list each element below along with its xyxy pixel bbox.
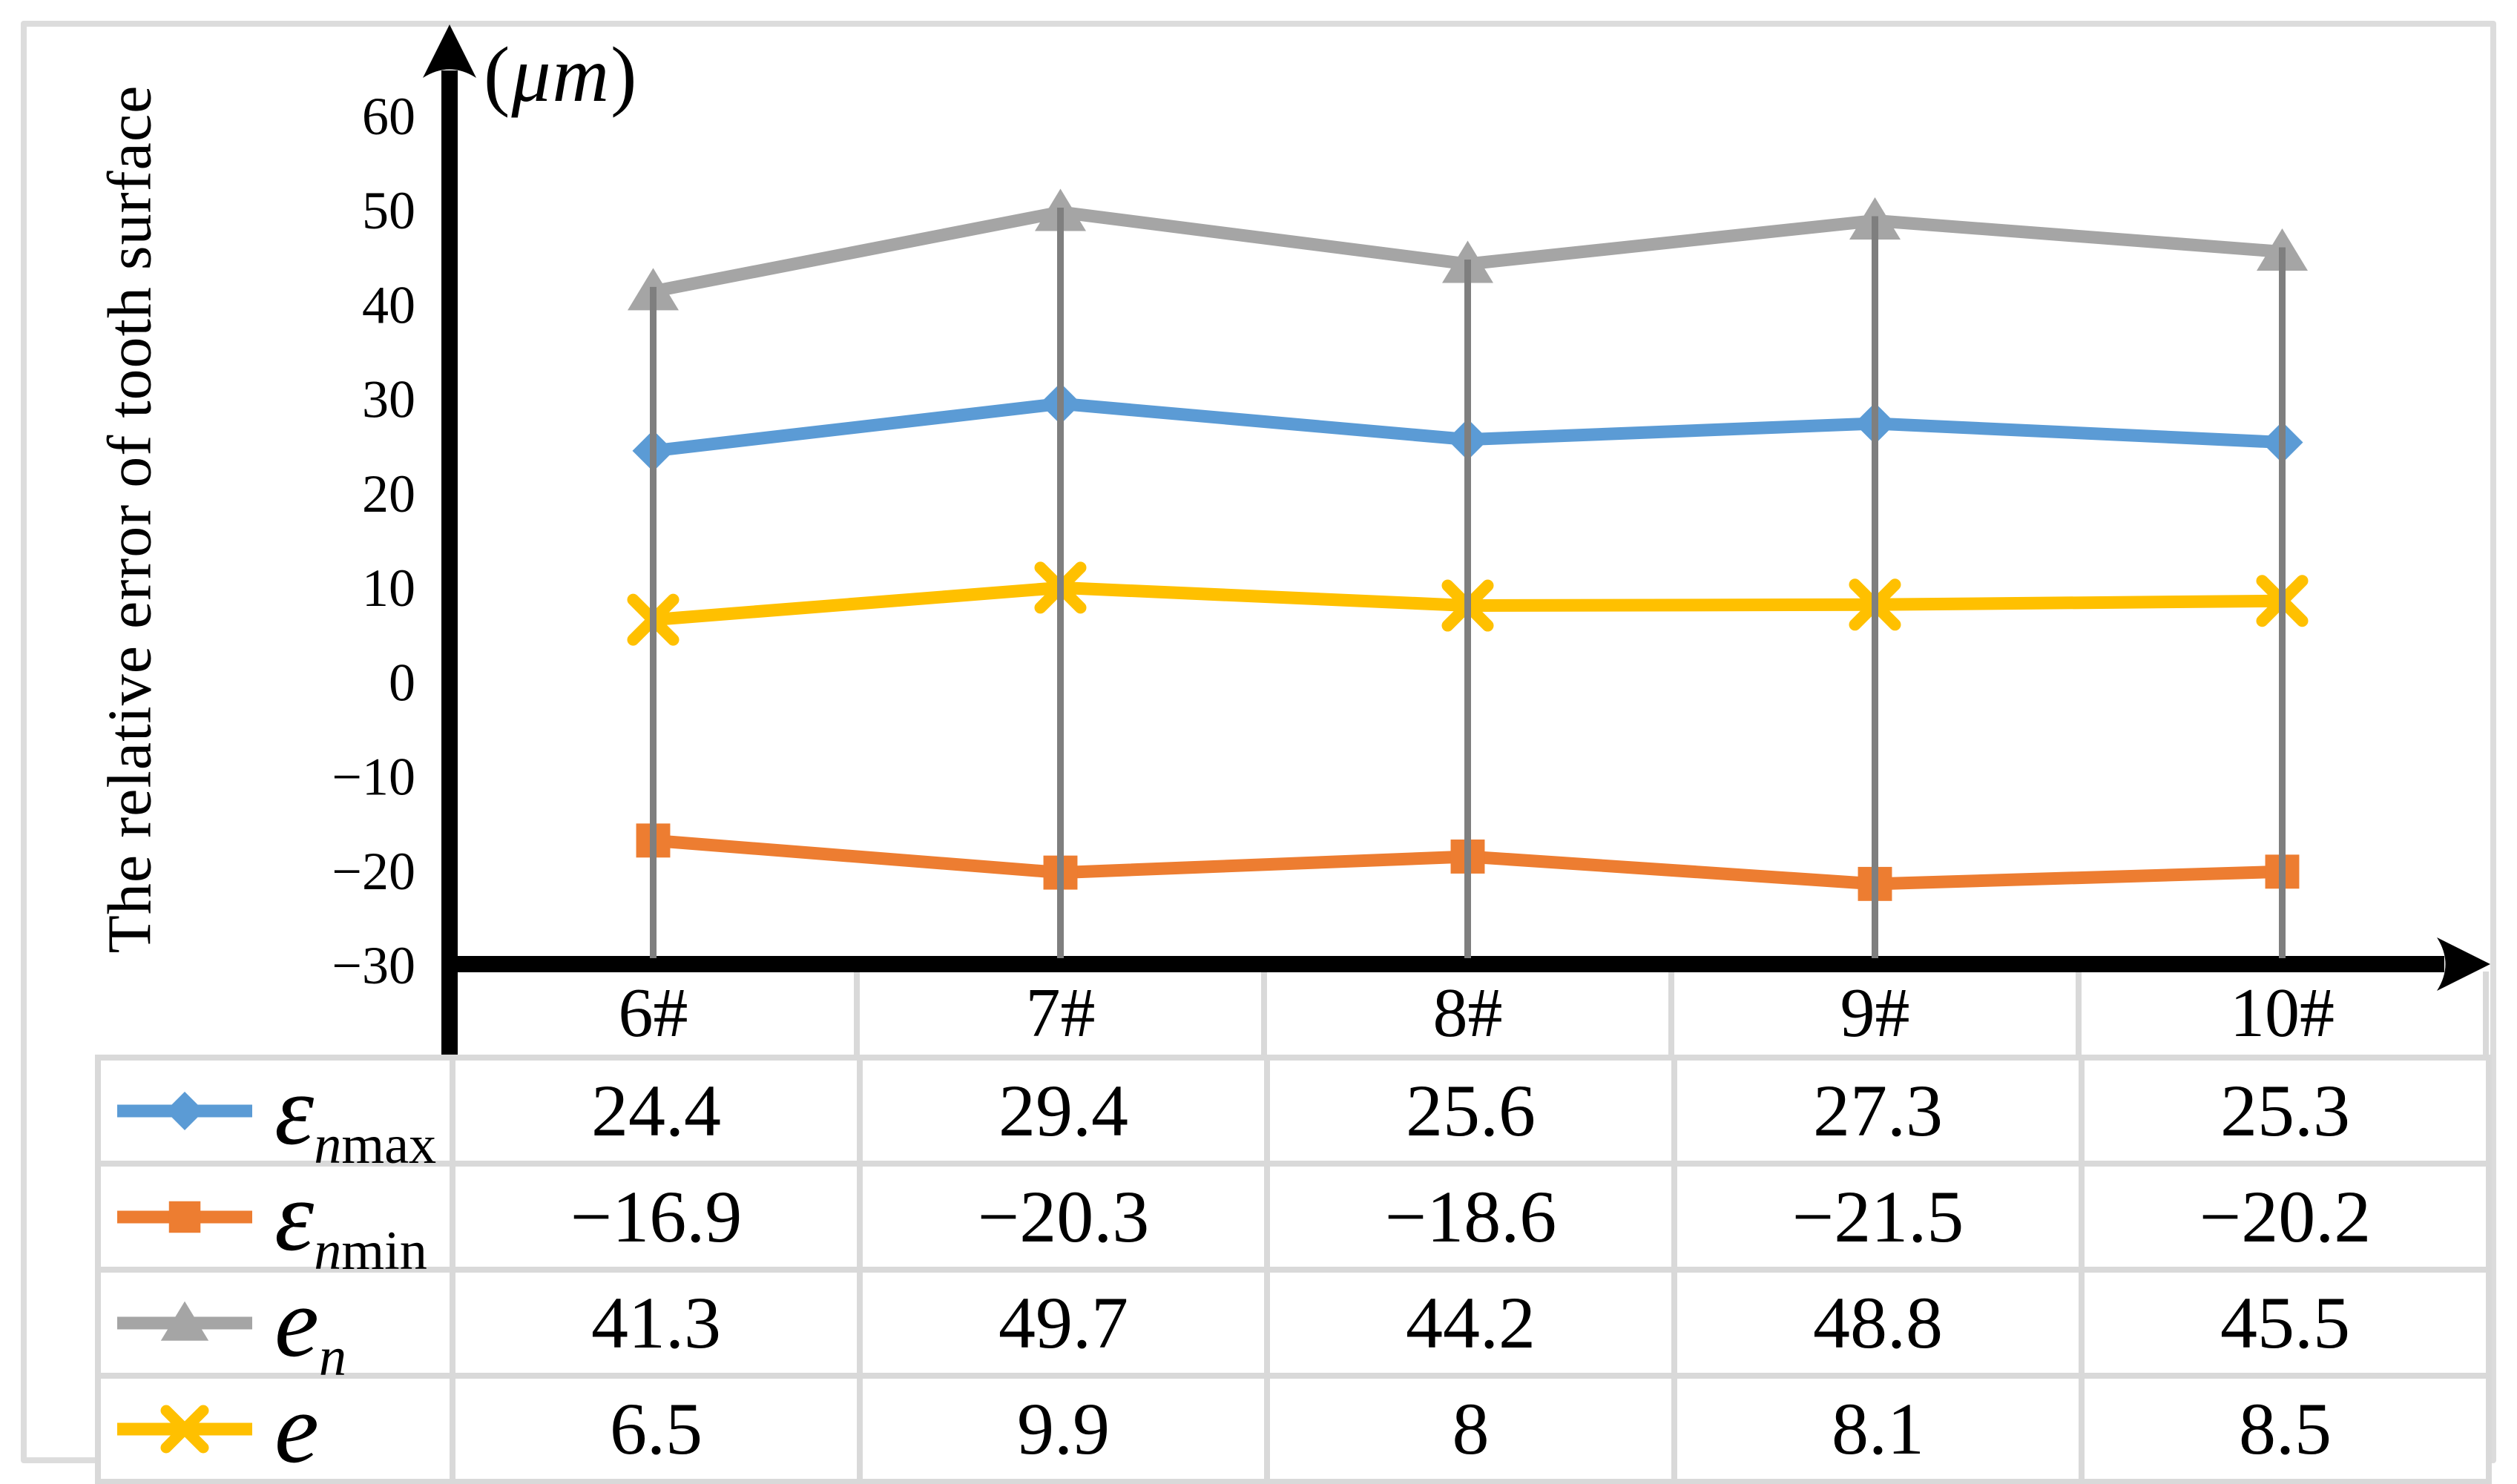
legend-label-base: ε xyxy=(274,1161,315,1272)
y-tick-label: −10 xyxy=(332,748,415,807)
legend-cell-e-n: en xyxy=(95,1267,455,1385)
value-cell: −16.9 xyxy=(450,1161,863,1273)
value-cell: 49.7 xyxy=(857,1267,1270,1379)
x-category-label: 7# xyxy=(1026,975,1096,1052)
x-category-label: 10# xyxy=(2230,975,2335,1052)
legend-label-base: e xyxy=(274,1373,319,1484)
legend-swatch-diamond-icon xyxy=(117,1091,252,1130)
legend-label-sub-italic: n xyxy=(318,1326,347,1388)
value-cell: 8 xyxy=(1264,1373,1677,1484)
triangle-marker xyxy=(160,1301,209,1341)
unit-close-paren: ) xyxy=(611,31,639,118)
table-row-epsilon-n-max: εnmax 24.4 29.4 25.6 27.3 25.3 xyxy=(95,1055,2492,1173)
value-cell: 44.2 xyxy=(1264,1267,1677,1379)
y-tick-label: 0 xyxy=(389,653,415,712)
table-row-e: e 6.5 9.9 8 8.1 8.5 xyxy=(95,1373,2492,1484)
legend-label-base: e xyxy=(274,1267,319,1378)
legend-cell-e: e xyxy=(95,1373,455,1484)
y-tick-label: 30 xyxy=(362,370,415,429)
value-cell: −21.5 xyxy=(1671,1161,2085,1273)
value-cell: 8.5 xyxy=(2079,1373,2492,1484)
unit-micrometer-text: μm xyxy=(511,31,611,118)
legend-label-epsilon-n-max: εnmax xyxy=(274,1061,436,1173)
legend-swatch-triangle-icon xyxy=(117,1301,252,1341)
legend-cell-epsilon-n-max: εnmax xyxy=(95,1055,455,1173)
diamond-marker xyxy=(165,1091,204,1130)
table-row-e-n: en 41.3 49.7 44.2 48.8 45.5 xyxy=(95,1267,2492,1385)
y-axis-unit-label: (μm) xyxy=(484,30,638,120)
value-cell: 41.3 xyxy=(450,1267,863,1379)
value-cell: 45.5 xyxy=(2079,1267,2492,1379)
value-cell: 48.8 xyxy=(1671,1267,2085,1379)
unit-open-paren: ( xyxy=(484,31,512,118)
value-cell: −20.3 xyxy=(857,1161,1270,1273)
value-cell: 25.6 xyxy=(1264,1055,1677,1167)
legend-label-e-n: en xyxy=(274,1273,346,1385)
legend-label-base: ε xyxy=(274,1055,315,1166)
x-axis-arrow-icon xyxy=(2437,937,2490,991)
y-tick-label: −30 xyxy=(332,936,415,995)
y-tick-label: 20 xyxy=(362,464,415,524)
y-tick-label: 60 xyxy=(362,87,415,146)
value-cell: 9.9 xyxy=(857,1373,1270,1484)
x-marker xyxy=(160,1405,209,1453)
legend-label-sub-roman: min xyxy=(341,1220,427,1282)
square-marker xyxy=(168,1201,201,1233)
value-cell: 24.4 xyxy=(450,1055,863,1167)
x-category-label: 8# xyxy=(1433,975,1503,1052)
legend-swatch-x-icon xyxy=(117,1405,252,1453)
y-axis-arrow-icon xyxy=(423,24,476,78)
x-category-label: 6# xyxy=(619,975,688,1052)
value-cell: −18.6 xyxy=(1264,1161,1677,1273)
legend-label-sub-italic: n xyxy=(314,1220,342,1282)
y-tick-label: 40 xyxy=(362,275,415,334)
value-cell: 25.3 xyxy=(2079,1055,2492,1167)
value-cell: 6.5 xyxy=(450,1373,863,1484)
legend-cell-epsilon-n-min: εnmin xyxy=(95,1161,455,1279)
value-cell: 29.4 xyxy=(857,1055,1270,1167)
y-axis-title: The relative error of tooth surface xyxy=(95,85,165,954)
line-chart: 60 50 40 30 20 10 0 −10 −20 −30 6# 7# 8# 9# 10# xyxy=(332,24,2490,1059)
legend-label-e: e xyxy=(274,1379,319,1479)
legend-swatch-square-icon xyxy=(117,1201,252,1233)
y-tick-label: −20 xyxy=(332,842,415,901)
y-tick-label: 10 xyxy=(362,558,415,618)
legend-label-epsilon-n-min: εnmin xyxy=(274,1167,427,1279)
legend-label-sub-italic: n xyxy=(314,1114,342,1175)
value-cell: −20.2 xyxy=(2079,1161,2492,1273)
x-category-label: 9# xyxy=(1840,975,1910,1052)
table-row-epsilon-n-min: εnmin −16.9 −20.3 −18.6 −21.5 −20.2 xyxy=(95,1161,2492,1279)
value-cell: 27.3 xyxy=(1671,1055,2085,1167)
data-table: εnmax 24.4 29.4 25.6 27.3 25.3 εnmin −16.9 −20.3… xyxy=(95,1055,2492,1484)
legend-label-sub-roman: max xyxy=(341,1114,437,1175)
y-tick-label: 50 xyxy=(362,181,415,240)
value-cell: 8.1 xyxy=(1671,1373,2085,1484)
